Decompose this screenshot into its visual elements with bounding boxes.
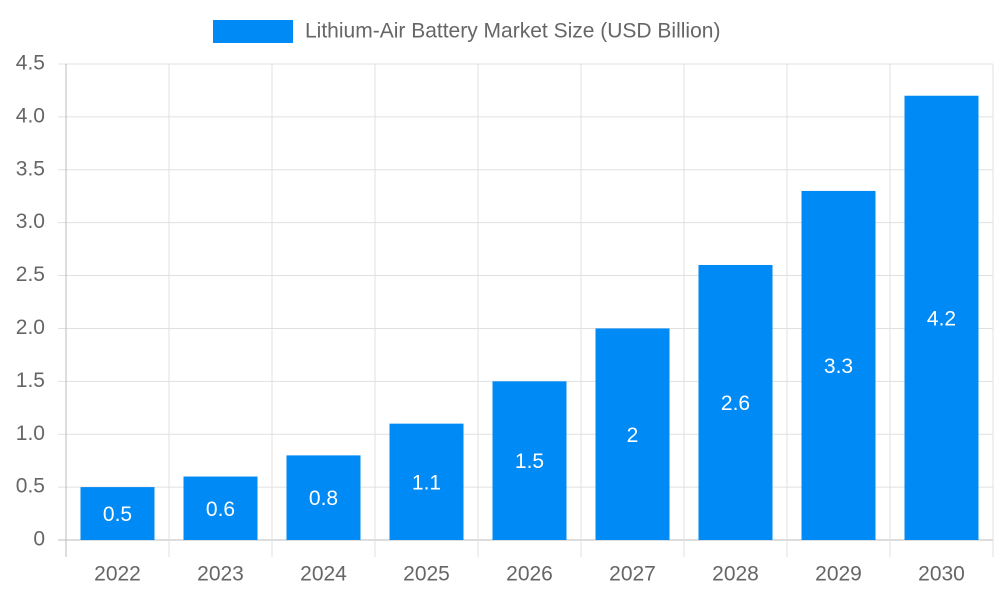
data-label: 4.2 (927, 307, 956, 330)
y-tick-label: 4.5 (16, 52, 45, 75)
bar (595, 328, 670, 540)
x-tick-label: 2025 (403, 563, 450, 586)
bar (80, 487, 155, 540)
data-label: 1.1 (412, 471, 441, 494)
y-tick-label: 0 (33, 528, 45, 551)
x-tick-label: 2028 (712, 563, 759, 586)
x-tick-label: 2022 (94, 563, 141, 586)
bar (286, 455, 361, 540)
bar (904, 95, 979, 540)
x-tick-label: 2026 (506, 563, 553, 586)
y-tick-label: 1.0 (16, 422, 45, 445)
y-tick-label: 3.0 (16, 210, 45, 233)
x-tick-label: 2024 (300, 563, 347, 586)
bar (698, 264, 773, 540)
bar (389, 423, 464, 540)
bar (492, 381, 567, 540)
y-tick-label: 2.5 (16, 263, 45, 286)
y-tick-label: 1.5 (16, 369, 45, 392)
x-tick-label: 2023 (197, 563, 244, 586)
x-tick-label: 2030 (918, 563, 965, 586)
y-tick-label: 0.5 (16, 475, 45, 498)
y-tick-label: 3.5 (16, 157, 45, 180)
data-label: 3.3 (824, 355, 853, 378)
data-label: 2 (627, 424, 639, 447)
y-tick-label: 2.0 (16, 316, 45, 339)
bar (183, 476, 258, 540)
legend-label: Lithium-Air Battery Market Size (USD Bil… (305, 20, 720, 43)
y-tick-label: 4.0 (16, 104, 45, 127)
x-tick-label: 2029 (815, 563, 862, 586)
data-label: 2.6 (721, 392, 750, 415)
data-label: 0.6 (206, 498, 235, 521)
data-label: 0.8 (309, 487, 338, 510)
legend-swatch (213, 20, 293, 43)
data-label: 0.5 (103, 503, 132, 526)
x-tick-label: 2027 (609, 563, 656, 586)
bar (801, 190, 876, 540)
data-label: 1.5 (515, 450, 544, 473)
